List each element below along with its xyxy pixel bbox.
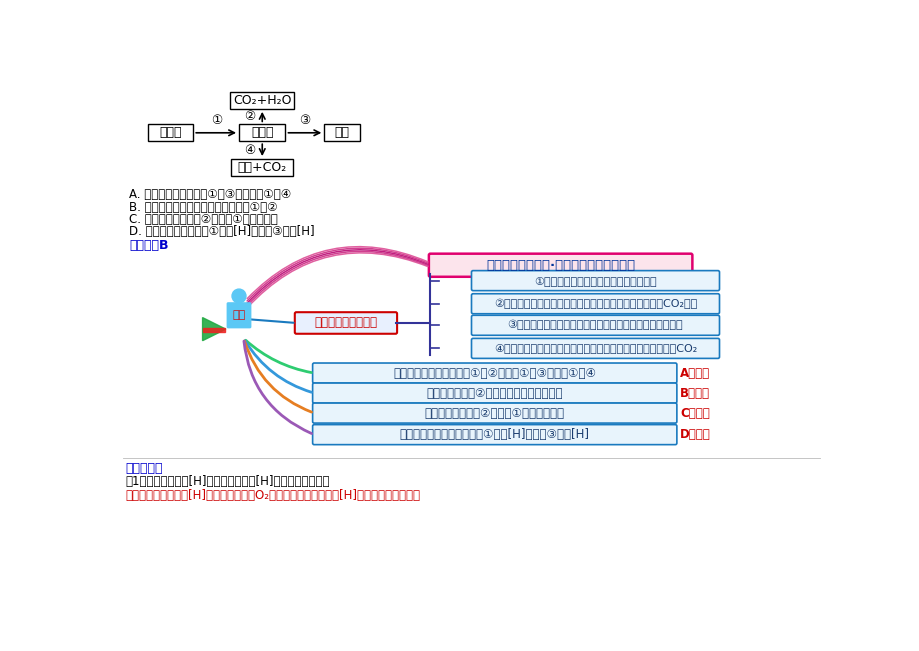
Text: 【审题】据图可知：: 【审题】据图可知：: [314, 316, 377, 329]
Text: C. 动物细胞内，过程②比过程①释放能量多: C. 动物细胞内，过程②比过程①释放能量多: [129, 213, 278, 226]
Text: 葡萄糖: 葡萄糖: [159, 126, 182, 139]
FancyBboxPatch shape: [148, 124, 193, 141]
Text: 在植物细胞内能进行过程①和②、过程①和③或过程①和④: 在植物细胞内能进行过程①和②、过程①和③或过程①和④: [392, 367, 596, 380]
FancyBboxPatch shape: [471, 294, 719, 314]
Text: C项正确: C项正确: [679, 407, 709, 420]
Text: ②为在线粒体中丙酮酸在水和氧气的参与下，彻底分解为CO₂和水: ②为在线粒体中丙酮酸在水和氧气的参与下，彻底分解为CO₂和水: [494, 299, 697, 309]
FancyBboxPatch shape: [312, 403, 676, 423]
Text: D项正确: D项正确: [679, 428, 710, 441]
Text: B. 真核细胞细胞质基质中能进行过程①和②: B. 真核细胞细胞质基质中能进行过程①和②: [129, 201, 278, 214]
FancyBboxPatch shape: [428, 254, 692, 277]
FancyBboxPatch shape: [312, 363, 676, 383]
Text: 解析: 解析: [233, 311, 245, 320]
Text: 【微探究】: 【微探究】: [126, 462, 164, 475]
Text: ④为无氧条件下，在细胞质基质中发生的丙酮酸转化为乙醇和CO₂: ④为无氧条件下，在细胞质基质中发生的丙酮酸转化为乙醇和CO₂: [494, 343, 697, 353]
Circle shape: [232, 289, 245, 303]
Text: ①: ①: [210, 115, 221, 128]
Text: 乳酸菌的无氧呼吸中，过程①产生[H]，过程③消耗[H]: 乳酸菌的无氧呼吸中，过程①产生[H]，过程③消耗[H]: [400, 428, 589, 441]
FancyBboxPatch shape: [231, 159, 293, 176]
Text: （1）有氧呼吸产生[H]和无氧呼吸产生[H]分别有什么作用？: （1）有氧呼吸产生[H]和无氧呼吸产生[H]分别有什么作用？: [126, 475, 330, 488]
FancyBboxPatch shape: [312, 383, 676, 403]
Text: 提示：有氧呼吸产生[H]用于第三阶段与O₂结合，而无氧呼吸产生[H]用于对丙酮酸还原。: 提示：有氧呼吸产生[H]用于第三阶段与O₂结合，而无氧呼吸产生[H]用于对丙酮酸…: [126, 488, 420, 501]
Text: 动物细胞内，过程②比过程①释放的能量多: 动物细胞内，过程②比过程①释放的能量多: [425, 407, 564, 420]
Text: ④: ④: [244, 144, 255, 157]
Polygon shape: [203, 328, 225, 332]
FancyBboxPatch shape: [231, 92, 294, 109]
Text: 【答案】B: 【答案】B: [129, 239, 168, 252]
FancyBboxPatch shape: [226, 302, 251, 328]
Text: 乙醇+CO₂: 乙醇+CO₂: [237, 161, 287, 174]
FancyBboxPatch shape: [323, 124, 359, 141]
Text: D. 乳酸菌细胞内，过程①产生[H]，过程③消耗[H]: D. 乳酸菌细胞内，过程①产生[H]，过程③消耗[H]: [129, 225, 314, 238]
FancyBboxPatch shape: [239, 124, 285, 141]
Text: A项正确: A项正确: [679, 367, 709, 380]
Text: CO₂+H₂O: CO₂+H₂O: [233, 94, 291, 107]
Text: 乳酸: 乳酸: [335, 126, 349, 139]
Text: ①为在细胞质基质中葡萄糖分解为丙酮酸: ①为在细胞质基质中葡萄糖分解为丙酮酸: [534, 275, 656, 286]
Text: ③为无氧条件下，在细胞质基质中发生的丙酮酸转化为乳酸: ③为无氧条件下，在细胞质基质中发生的丙酮酸转化为乳酸: [507, 320, 683, 331]
FancyBboxPatch shape: [312, 424, 676, 445]
Text: 丙酮酸: 丙酮酸: [251, 126, 273, 139]
FancyBboxPatch shape: [471, 315, 719, 335]
Text: ②: ②: [244, 110, 255, 123]
Text: ③: ③: [299, 115, 311, 128]
Polygon shape: [202, 318, 225, 340]
Text: 【考点】结合图解·综合考查细胞呼吸过程: 【考点】结合图解·综合考查细胞呼吸过程: [485, 258, 634, 271]
Text: B项错误: B项错误: [679, 387, 709, 400]
FancyBboxPatch shape: [294, 312, 397, 334]
Text: A. 植物细胞能进行过程①和③或者过程①和④: A. 植物细胞能进行过程①和③或者过程①和④: [129, 188, 291, 201]
FancyBboxPatch shape: [471, 339, 719, 359]
Text: 在真核细胞中，②过程只能发生在线粒体内: 在真核细胞中，②过程只能发生在线粒体内: [426, 387, 562, 400]
FancyBboxPatch shape: [471, 271, 719, 290]
